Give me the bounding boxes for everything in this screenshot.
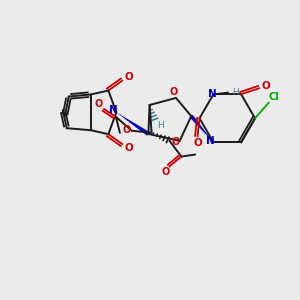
Text: O: O (125, 143, 134, 153)
Text: O: O (125, 72, 134, 82)
Text: Cl: Cl (268, 92, 279, 101)
Text: O: O (262, 81, 270, 91)
Text: O: O (171, 137, 179, 147)
Text: O: O (161, 167, 169, 177)
Polygon shape (190, 115, 213, 142)
Text: O: O (123, 125, 131, 135)
Text: N: N (208, 89, 217, 99)
Text: O: O (170, 87, 178, 97)
Text: N: N (109, 105, 118, 116)
Text: N: N (206, 136, 215, 146)
Polygon shape (116, 112, 150, 136)
Text: O: O (193, 138, 202, 148)
Text: H: H (157, 121, 164, 130)
Text: O: O (95, 99, 103, 109)
Text: H: H (232, 88, 238, 97)
